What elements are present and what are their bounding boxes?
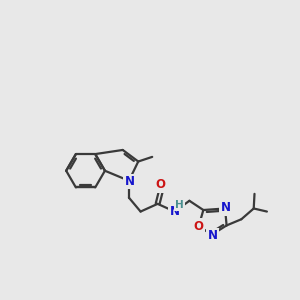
Text: H: H (175, 200, 184, 210)
Text: N: N (221, 201, 231, 214)
Text: O: O (155, 178, 165, 191)
Text: N: N (208, 229, 218, 242)
Text: N: N (125, 175, 135, 188)
Text: O: O (194, 220, 204, 233)
Text: N: N (170, 205, 180, 218)
